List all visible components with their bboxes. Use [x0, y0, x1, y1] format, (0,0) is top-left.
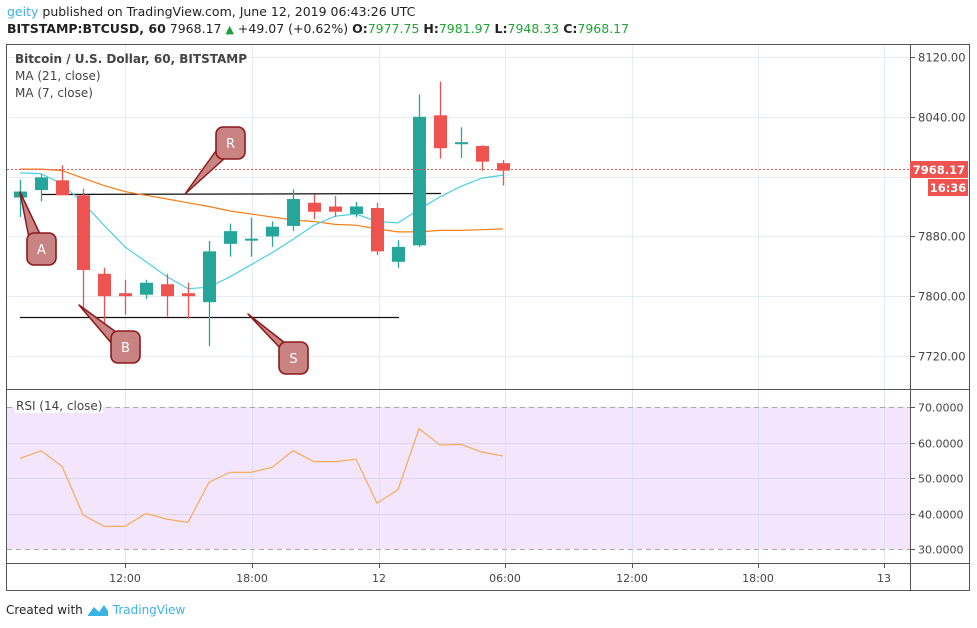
grid [7, 45, 910, 563]
open-value: 7977.75 [367, 21, 420, 36]
rsi-tick: 30.0000 [918, 544, 964, 557]
candle[interactable] [35, 174, 48, 202]
candle[interactable] [329, 196, 342, 217]
symbol-label: BITSTAMP:BTCUSD, 60 [7, 21, 166, 36]
created-with-label: Created with [6, 603, 83, 617]
up-arrow-icon: ▲ [225, 23, 234, 36]
tradingview-link[interactable]: TradingView [112, 603, 186, 617]
candle[interactable] [266, 221, 279, 247]
svg-text:R: R [226, 137, 235, 152]
candle[interactable] [224, 223, 237, 257]
rsi-legend[interactable]: RSI (14, close) [15, 399, 104, 413]
low-label: L: [494, 21, 508, 36]
candle[interactable] [56, 165, 69, 196]
rsi-tick: 50.0000 [918, 473, 964, 486]
candle[interactable] [77, 188, 90, 312]
annotation-a[interactable]: A [19, 191, 57, 266]
time-tick: 18:00 [236, 572, 268, 585]
candle[interactable] [350, 202, 363, 217]
time-tick: 13 [877, 572, 891, 585]
moving-averages [19, 168, 504, 290]
countdown-label: 16:36 [930, 181, 967, 195]
annotation-callouts[interactable]: A B R S [19, 126, 309, 375]
candle[interactable] [413, 94, 426, 247]
close-label: C: [563, 21, 578, 36]
annotation-b[interactable]: B [78, 304, 141, 364]
candlesticks[interactable] [14, 81, 510, 347]
price-change: +49.07 (+0.62%) [237, 21, 349, 36]
symbol-summary: BITSTAMP:BTCUSD, 60 7968.17 ▲ +49.07 (+0… [7, 21, 629, 36]
candle[interactable] [140, 279, 153, 300]
time-tick: 18:00 [742, 572, 774, 585]
open-label: O: [352, 21, 368, 36]
time-tick: 12:00 [616, 572, 648, 585]
time-tick: 06:00 [489, 572, 521, 585]
rsi-band-lines [7, 407, 910, 550]
annotation-r[interactable]: R [184, 126, 246, 195]
candle[interactable] [119, 279, 132, 315]
candle[interactable] [455, 127, 468, 158]
candle[interactable] [308, 194, 321, 220]
chart-frame [6, 44, 970, 591]
time-tick: 12 [372, 572, 386, 585]
last-price-label: 7968.17 [913, 163, 965, 177]
candle[interactable] [98, 267, 111, 327]
candle[interactable] [287, 189, 300, 232]
close-value: 7968.17 [577, 21, 630, 36]
ma21-legend[interactable]: MA (21, close) [15, 69, 101, 83]
publish-info: geity published on TradingView.com, June… [7, 4, 415, 19]
rsi-tick: 60.0000 [918, 438, 964, 451]
svg-text:S: S [289, 352, 297, 367]
author-link[interactable]: geity [7, 4, 39, 19]
price-tick: 8040.00 [918, 111, 966, 125]
high-label: H: [423, 21, 439, 36]
price-tick: 7880.00 [918, 230, 966, 244]
last-price: 7968.17 [169, 21, 222, 36]
candle[interactable] [371, 202, 384, 256]
price-tick: 7720.00 [918, 350, 966, 364]
candle[interactable] [203, 240, 216, 347]
ma7-legend[interactable]: MA (7, close) [15, 86, 93, 100]
rsi-line [19, 427, 504, 527]
candle[interactable] [161, 273, 174, 317]
low-value: 7948.33 [507, 21, 560, 36]
candle[interactable] [497, 160, 510, 186]
chart-title: Bitcoin / U.S. Dollar, 60, BITSTAMP [15, 52, 248, 66]
footer: Created with TradingView [6, 603, 185, 617]
tradingview-logo-icon [87, 605, 108, 616]
candle[interactable] [182, 282, 195, 319]
candle[interactable] [434, 81, 447, 159]
svg-text:A: A [37, 243, 46, 258]
svg-text:B: B [121, 341, 130, 356]
candle[interactable] [245, 217, 258, 257]
annotation-s[interactable]: S [247, 313, 309, 375]
rsi-tick: 40.0000 [918, 509, 964, 522]
axes[interactable]: 8120.00 8040.00 7880.00 7800.00 7720.00 70.00… [109, 51, 968, 586]
price-tick: 7800.00 [918, 290, 966, 304]
candle[interactable] [476, 145, 489, 171]
high-value: 7981.97 [438, 21, 491, 36]
candle[interactable] [392, 240, 405, 268]
rsi-tick: 70.0000 [918, 402, 964, 415]
published-text: published on TradingView.com, June 12, 2… [38, 4, 416, 19]
time-tick: 12:00 [109, 572, 141, 585]
price-tick: 8120.00 [918, 51, 966, 65]
